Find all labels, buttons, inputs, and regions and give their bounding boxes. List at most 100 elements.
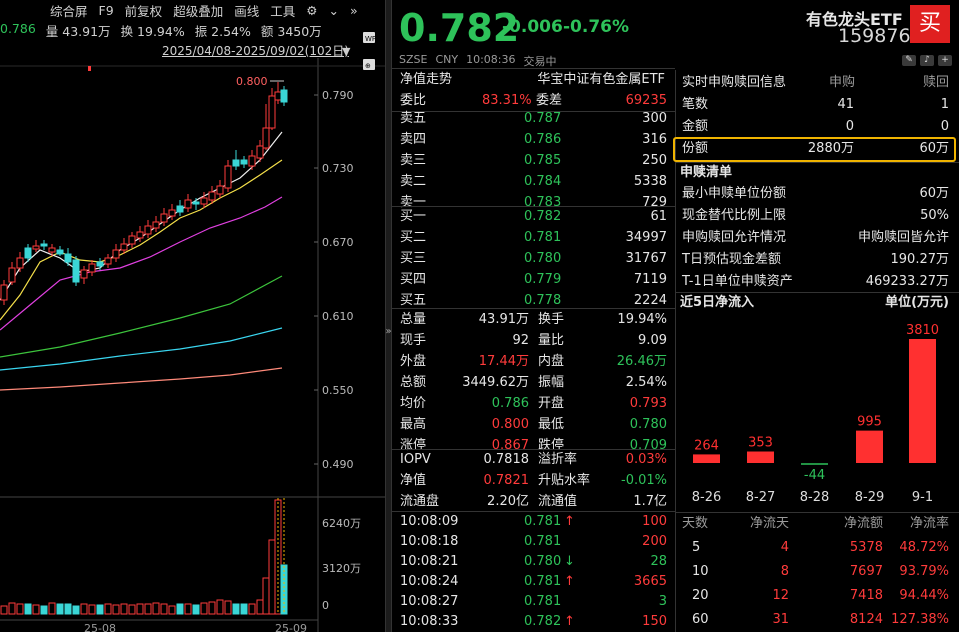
- detail-value: 0.793: [629, 396, 667, 411]
- iopv-value: 0.7818: [483, 452, 530, 467]
- price-change: -0.006: [502, 17, 563, 37]
- volume-bar: [0, 605, 8, 615]
- iopv-label: 升贴水率: [538, 473, 591, 488]
- candle: [16, 252, 24, 272]
- bell-icon[interactable]: ♪: [920, 55, 934, 66]
- volume-bar: [32, 604, 40, 615]
- buy-button[interactable]: 买: [910, 5, 950, 43]
- divider: [675, 70, 676, 632]
- candle: [232, 150, 240, 170]
- net-inflow-chart: 264 8-26 353 8-27 -44 8-28 995 8-29 3810 9-1: [692, 323, 939, 505]
- level-volume: 61: [650, 209, 667, 224]
- tick-row: 10:08:24 0.781 ↑ 3665: [392, 571, 675, 592]
- price-tick-label: 0.550: [322, 384, 354, 397]
- collapse-arrow-icon[interactable]: »: [385, 326, 392, 337]
- toolbar-item[interactable]: 超级叠加: [173, 3, 224, 19]
- tick-volume: 28: [650, 554, 667, 569]
- edit-icon[interactable]: ✎: [902, 55, 916, 66]
- svg-text:WP: WP: [365, 35, 376, 43]
- toolbar-item[interactable]: F9: [98, 2, 114, 18]
- tick-row: 10:08:18 0.781 200: [392, 531, 675, 552]
- order-level-row: 买五 0.778 2224: [392, 290, 675, 311]
- add-icon[interactable]: +: [938, 55, 952, 66]
- iopv-row: 净值 0.7821 升贴水率 -0.01%: [392, 470, 675, 491]
- order-level-row: 买四 0.779 7119: [392, 269, 675, 290]
- candle: [200, 192, 208, 208]
- tick-volume: 200: [642, 534, 667, 549]
- panel-splitter[interactable]: [385, 0, 392, 632]
- list-title: 申赎清单: [680, 165, 733, 180]
- candle: [56, 246, 64, 256]
- currency: CNY: [435, 53, 459, 66]
- list-row: 现金替代比例上限 50%: [676, 205, 959, 226]
- nav-trend-link[interactable]: 净值走势: [400, 72, 453, 87]
- candle: [176, 200, 184, 216]
- date-range[interactable]: 2025/04/08-2025/09/02(102日): [162, 44, 349, 58]
- divider: [392, 511, 675, 512]
- chart-stats: 0.786 量 43.91万 换 19.94% 振 2.54% 额 3450万: [0, 21, 322, 39]
- candle: [262, 104, 270, 150]
- toolbar-item[interactable]: 综合屏: [50, 3, 88, 19]
- candle: [268, 88, 276, 130]
- inflow-value-label: 3810: [906, 323, 939, 338]
- webi-label: 委比: [400, 93, 427, 108]
- volume-bar: [262, 577, 270, 615]
- detail-value: 0.780: [629, 417, 667, 432]
- detail-value: 26.46万: [616, 354, 667, 369]
- volume-bar: [40, 605, 48, 615]
- volume-bar: [120, 603, 128, 615]
- toolbar-item[interactable]: 画线: [234, 3, 260, 19]
- candle: [8, 262, 16, 285]
- detail-row: 均价 0.786 开盘 0.793: [392, 393, 675, 414]
- tick-time: 10:08:21: [400, 554, 459, 569]
- detail-value: 43.91万: [478, 312, 529, 327]
- gear-icon[interactable]: ⚙: [306, 2, 318, 18]
- level-volume: 250: [642, 153, 667, 168]
- lock-icon[interactable]: ⊕: [363, 59, 375, 70]
- tick-row: 10:08:33 0.782 ↑ 150: [392, 611, 675, 632]
- ma-line-120: [0, 367, 283, 391]
- summary-row: 5 4 5378 48.72%: [676, 537, 959, 558]
- candle: [274, 82, 282, 104]
- volume-bar: [280, 564, 288, 615]
- detail-row: 外盘 17.44万 内盘 26.46万: [392, 351, 675, 372]
- expand-icon[interactable]: »: [349, 2, 358, 18]
- order-level-row: 卖五 0.787 300: [392, 108, 675, 129]
- flow-header-row: 近5日净流入 单位(万元): [676, 292, 959, 313]
- detail-row: 总量 43.91万 换手 19.94%: [392, 309, 675, 330]
- kline-panel[interactable]: 0.790 0.730 0.670 0.610 0.550 0.490 6240万 3120万…: [0, 0, 385, 632]
- candle: [88, 260, 96, 276]
- list-label: T日预估现金差额: [682, 252, 781, 267]
- candle: [72, 256, 80, 286]
- candle: [32, 240, 40, 252]
- tick-price: 0.782: [524, 614, 562, 629]
- volume-bar: [128, 604, 136, 615]
- quote-subline: SZSE CNY 10:08:36 交易中: [399, 53, 557, 69]
- summary-header: 净流率: [909, 516, 949, 531]
- sr-col-subscribe: 申购: [829, 75, 856, 90]
- toolbar-item[interactable]: 工具: [270, 3, 296, 19]
- volume-bar: [200, 602, 208, 615]
- dropdown-icon[interactable]: ▼: [342, 45, 351, 58]
- detail-value: 92: [512, 333, 529, 348]
- sr-redeem: 0: [940, 119, 949, 134]
- volume-bar: [192, 604, 200, 615]
- summary-inflow-amount: 5378: [849, 540, 883, 555]
- list-value: 190.27万: [890, 252, 950, 267]
- price-tick-label: 0.490: [322, 458, 354, 471]
- flow-unit: 单位(万元): [885, 295, 949, 310]
- detail-value: 9.09: [638, 333, 667, 348]
- detail-label: 内盘: [538, 354, 565, 369]
- webi-row: 委比 83.31% 委差 69235: [392, 90, 675, 111]
- kline-chart[interactable]: 0.790 0.730 0.670 0.610 0.550 0.490 6240万 3120万…: [0, 0, 385, 632]
- more-options-icon[interactable]: ⌄: [328, 2, 339, 18]
- detail-value: 0.800: [491, 417, 529, 432]
- detail-label: 换手: [538, 312, 565, 327]
- price-tick-label: 0.730: [322, 162, 354, 175]
- tick-price: 0.781: [524, 514, 562, 529]
- nav-header-row: 净值走势 华宝中证有色金属ETF: [392, 69, 675, 90]
- summary-days: 10: [692, 564, 709, 579]
- wp-icon[interactable]: WP: [363, 32, 376, 43]
- stat-volume: 量 43.91万: [45, 24, 111, 39]
- toolbar-item[interactable]: 前复权: [124, 3, 163, 19]
